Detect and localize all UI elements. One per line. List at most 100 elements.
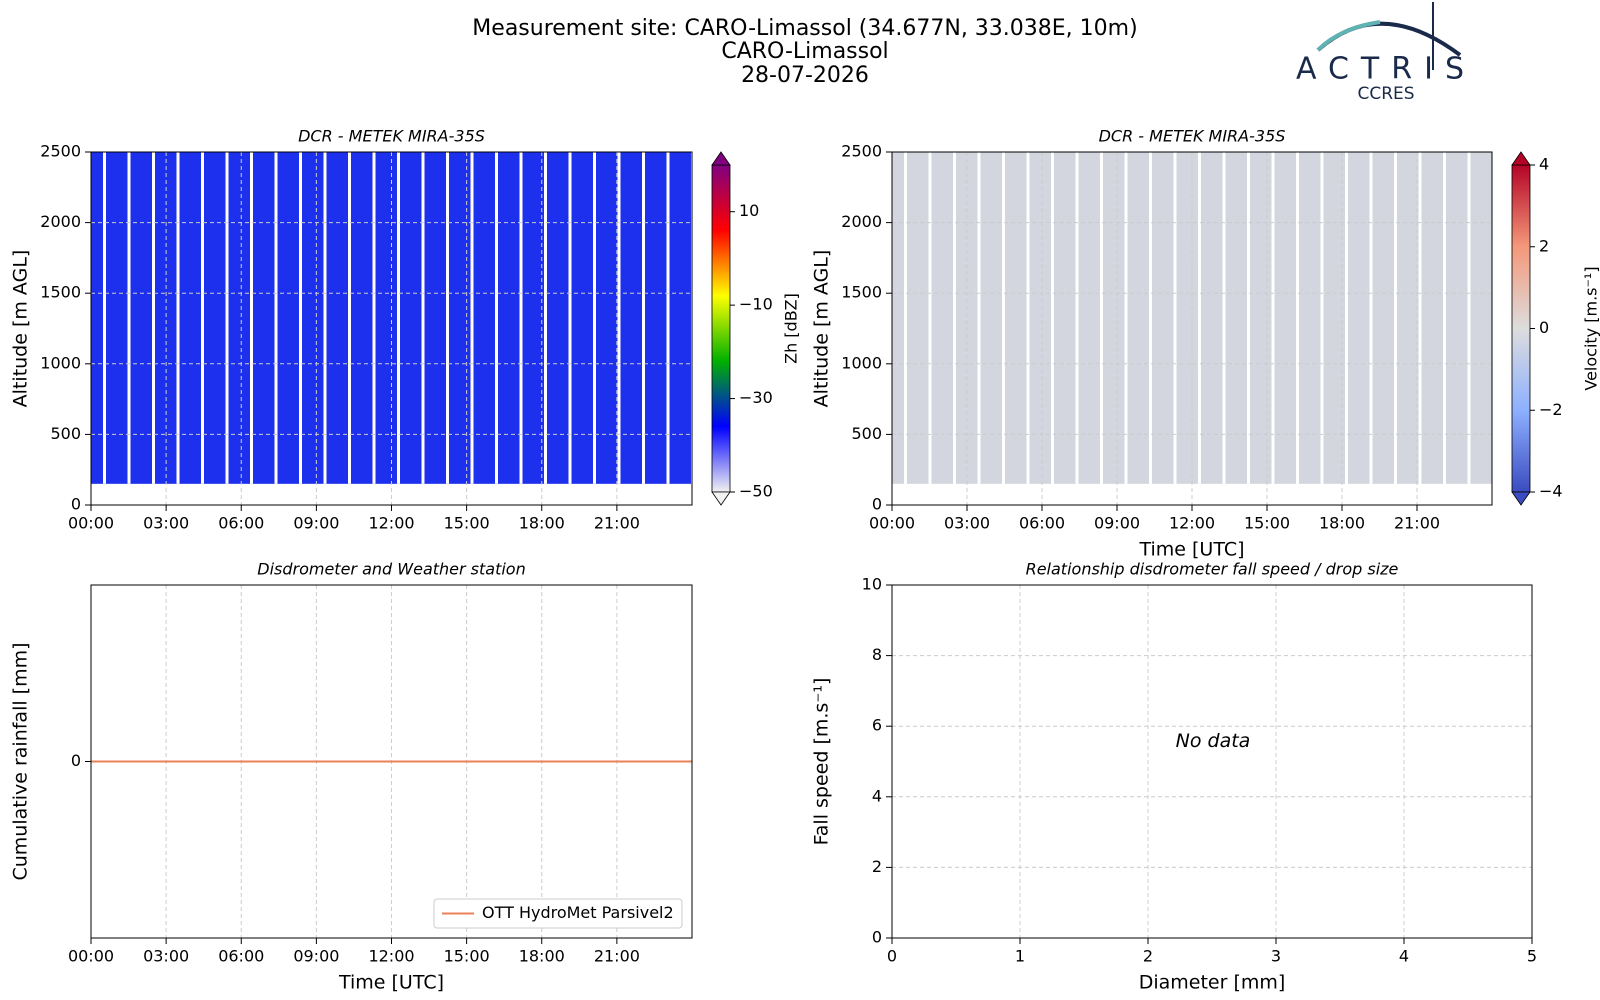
data-gap	[1345, 152, 1348, 484]
data-gap	[977, 152, 981, 484]
y-axis-label: Altitude [m AGL]	[10, 250, 32, 408]
chart-panel: DCR - METEK MIRA-35S 00:00 03:00 06:00 09:00…	[811, 127, 1600, 561]
y-tick-label: 2	[872, 857, 882, 876]
x-tick-label: 21:00	[594, 947, 640, 966]
colorbar-tick-label: 2	[1539, 236, 1549, 255]
y-tick-label: 500	[851, 424, 882, 443]
x-tick-label: 12:00	[368, 947, 414, 966]
colorbar-tick-label: 10	[739, 201, 759, 220]
data-gap	[1198, 152, 1201, 484]
data-gap	[1320, 152, 1324, 484]
y-tick-label: 2500	[40, 142, 81, 161]
logo: ACTRIS CCRES	[1296, 2, 1476, 104]
legend-label: OTT HydroMet Parsivel2	[482, 903, 674, 922]
data-gap	[152, 152, 155, 484]
y-tick-label: 2500	[841, 142, 882, 161]
data-gap	[1467, 152, 1471, 484]
y-tick-label: 10	[862, 575, 882, 594]
colorbar-tick-label: −2	[1539, 400, 1563, 419]
y-tick-label: 6	[872, 716, 882, 735]
data-gap	[666, 152, 670, 484]
colorbar-extend	[1511, 491, 1531, 506]
chart-panel: Disdrometer and Weather station 00:00 03:0…	[10, 560, 693, 994]
page-title: CARO-Limassol	[721, 39, 888, 64]
data-gap	[274, 152, 278, 484]
logo-text: ACTRIS	[1296, 52, 1476, 87]
x-tick-label: 06:00	[218, 947, 264, 966]
data-gap	[1026, 152, 1030, 484]
x-tick-label: 21:00	[1394, 514, 1440, 533]
x-tick-label: 12:00	[368, 514, 414, 533]
y-tick-label: 2000	[841, 212, 882, 231]
colorbar	[1511, 164, 1531, 493]
colorbar-tick-label: −10	[739, 295, 773, 314]
x-tick-label: 4	[1399, 947, 1409, 966]
data-gap	[904, 152, 907, 484]
colorbar-extend	[1511, 151, 1531, 166]
y-axis-label: Cumulative rainfall [mm]	[10, 642, 32, 880]
y-tick-label: 0	[872, 495, 882, 514]
y-tick-label: 1500	[841, 283, 882, 302]
data-gap	[372, 152, 376, 484]
page-title: 28-07-2026	[741, 63, 869, 88]
legend-box	[433, 898, 683, 929]
colorbar-tick-label: 4	[1539, 155, 1549, 174]
data-gap	[397, 152, 400, 484]
colorbar-extend	[711, 491, 731, 506]
x-tick-label: 5	[1527, 947, 1537, 966]
data-gap	[642, 152, 645, 484]
data-gap	[617, 152, 621, 484]
chart-panel: DCR - METEK MIRA-35S 00:00 03:00 06:00 09:00…	[10, 127, 801, 533]
data-gap	[1247, 152, 1250, 484]
chart-title: Relationship disdrometer fall speed / dr…	[1026, 560, 1399, 579]
y-tick-label: 500	[50, 424, 81, 443]
data-gap	[1075, 152, 1079, 484]
data-gap	[953, 152, 956, 484]
chart-title: Disdrometer and Weather station	[257, 560, 525, 579]
data-gap	[1296, 152, 1299, 484]
data-gap	[1100, 152, 1103, 484]
x-axis-label: Time [UTC]	[1138, 539, 1244, 561]
x-axis-label: Diameter [mm]	[1139, 972, 1286, 994]
logo-arc	[1316, 21, 1462, 57]
logo-subtitle: CCRES	[1357, 84, 1414, 104]
colorbar-tick-label: 0	[1539, 318, 1549, 337]
x-tick-label: 21:00	[594, 514, 640, 533]
x-tick-label: 3	[1271, 947, 1281, 966]
axes-frame	[891, 151, 1493, 506]
data-gap	[421, 152, 425, 484]
data-gap	[446, 152, 449, 484]
x-tick-label: 06:00	[1019, 514, 1065, 533]
data-gap	[225, 152, 229, 484]
chart-title: DCR - METEK MIRA-35S	[1099, 127, 1286, 146]
data-gap	[299, 152, 302, 484]
data-gap	[470, 152, 474, 484]
colorbar-extend	[711, 151, 731, 166]
data-gap	[348, 152, 351, 484]
y-axis-label: Altitude [m AGL]	[811, 250, 833, 408]
colorbar	[711, 164, 731, 493]
x-tick-label: 18:00	[519, 947, 565, 966]
x-tick-label: 0	[887, 947, 897, 966]
y-tick-label: 1000	[841, 353, 882, 372]
data-gap	[1369, 152, 1373, 484]
x-tick-label: 18:00	[519, 514, 565, 533]
data-gap	[201, 152, 204, 484]
axes-frame	[891, 584, 1533, 939]
data-gap	[593, 152, 596, 484]
data-gap	[1051, 152, 1054, 484]
colorbar-label: Velocity [m.s⁻¹]	[1582, 266, 1600, 390]
annotation: No data	[1176, 730, 1251, 752]
x-tick-label: 1	[1015, 947, 1025, 966]
x-tick-label: 03:00	[944, 514, 990, 533]
data-gap	[495, 152, 498, 484]
x-axis-label: Time [UTC]	[338, 972, 444, 994]
data-gap	[1271, 152, 1275, 484]
logo-arc	[1316, 20, 1381, 52]
data-gap	[519, 152, 523, 484]
data-gap	[1394, 152, 1397, 484]
colorbar-tick-label: −4	[1539, 482, 1563, 501]
data-gap	[928, 152, 932, 484]
x-tick-label: 09:00	[1094, 514, 1140, 533]
